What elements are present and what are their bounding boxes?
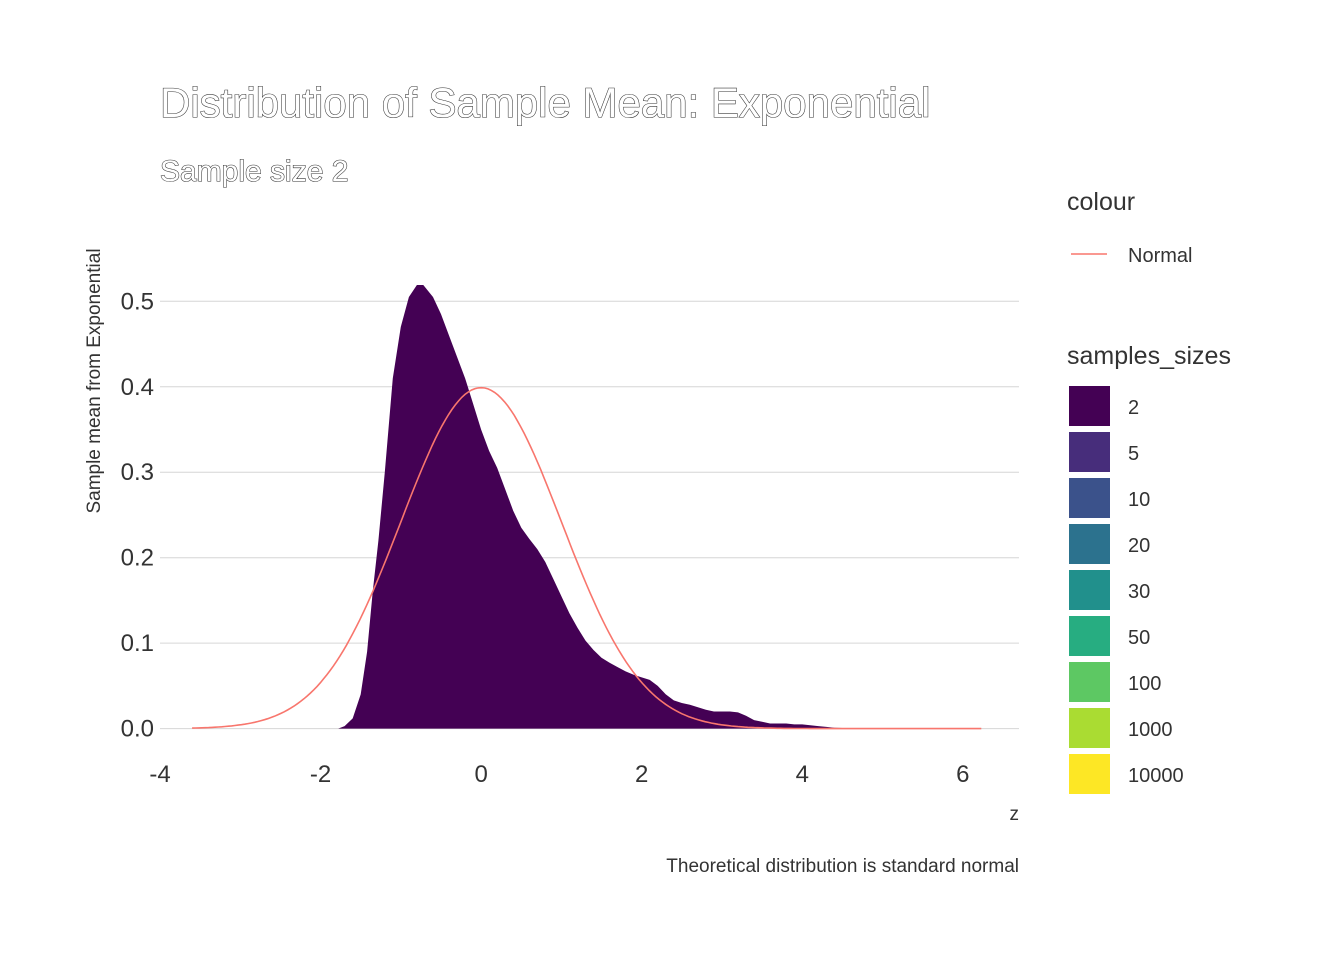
legend-swatch-20 <box>1069 524 1110 564</box>
legend-label-20: 20 <box>1128 535 1150 557</box>
legend-label-2: 2 <box>1128 397 1139 419</box>
density-area-series-2 <box>338 285 982 729</box>
y-tick-label: 0.0 <box>121 716 154 743</box>
legend-label-normal: Normal <box>1128 245 1192 267</box>
x-tick-label: 6 <box>956 761 969 788</box>
x-tick-label: 2 <box>635 761 648 788</box>
legend-label-1000: 1000 <box>1128 719 1173 741</box>
chart-caption: Theoretical distribution is standard nor… <box>666 856 1019 877</box>
x-tick-label: -4 <box>149 761 170 788</box>
legend-label-50: 50 <box>1128 627 1150 649</box>
legend-label-30: 30 <box>1128 581 1150 603</box>
x-tick-label: 4 <box>796 761 809 788</box>
legend-fill-items: 2 5 10 20 30 50 100 1000 10000 <box>1069 386 1184 794</box>
legend-colour-title: colour <box>1067 188 1135 216</box>
y-tick-label: 0.4 <box>121 374 154 401</box>
legend-swatch-50 <box>1069 616 1110 656</box>
y-tick-label: 0.1 <box>121 630 154 657</box>
chart-title: Distribution of Sample Mean: Exponential <box>160 79 930 126</box>
y-tick-label: 0.2 <box>121 545 154 572</box>
x-axis-ticks: -4 -2 0 2 4 6 <box>149 761 969 788</box>
legend-swatch-30 <box>1069 570 1110 610</box>
legend-label-10: 10 <box>1128 489 1150 511</box>
x-tick-label: 0 <box>474 761 487 788</box>
normal-curve-line <box>192 386 982 730</box>
x-tick-label: -2 <box>310 761 331 788</box>
legend-swatch-2 <box>1069 386 1110 426</box>
y-tick-label: 0.5 <box>121 288 154 315</box>
legend-colour-items: Normal <box>1071 245 1192 267</box>
y-tick-label: 0.3 <box>121 459 154 486</box>
legend-swatch-10 <box>1069 478 1110 518</box>
y-axis-ticks: 0.0 0.1 0.2 0.3 0.4 0.5 <box>121 288 154 742</box>
legend-swatch-5 <box>1069 432 1110 472</box>
legend-fill-title: samples_sizes <box>1067 342 1231 370</box>
legend-label-10000: 10000 <box>1128 765 1184 787</box>
legend: colour Normal samples_sizes 2 5 10 20 30 50 10… <box>1067 188 1231 794</box>
legend-label-100: 100 <box>1128 673 1161 695</box>
x-axis-label: z <box>1010 804 1020 825</box>
legend-swatch-1000 <box>1069 708 1110 748</box>
legend-label-5: 5 <box>1128 443 1139 465</box>
legend-swatch-100 <box>1069 662 1110 702</box>
plot-area <box>192 285 982 730</box>
legend-swatch-10000 <box>1069 754 1110 794</box>
y-axis-label: Sample mean from Exponential <box>84 248 105 513</box>
chart-subtitle: Sample size 2 <box>160 155 348 188</box>
